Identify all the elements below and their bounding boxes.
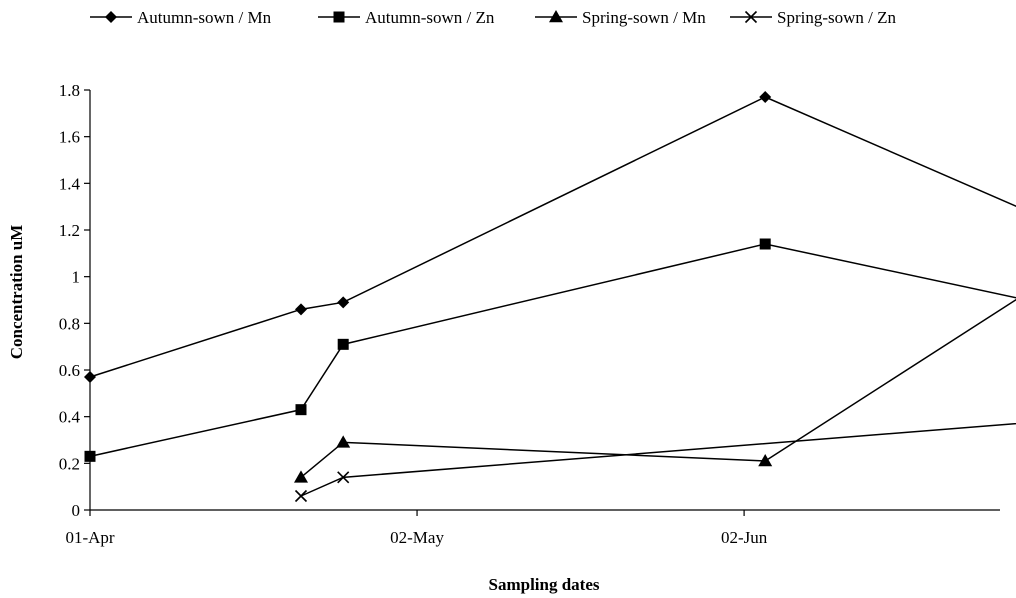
series-2 xyxy=(84,238,1016,462)
data-point xyxy=(294,470,308,483)
y-tick-label: 1.6 xyxy=(59,128,80,147)
legend-entry: Spring-sown / Zn xyxy=(730,8,897,27)
y-tick-label: 0.6 xyxy=(59,361,80,380)
legend-marker xyxy=(549,10,563,23)
series-line xyxy=(300,422,1016,497)
data-point xyxy=(294,489,308,503)
y-tick-label: 0.2 xyxy=(59,454,80,473)
y-tick-label: 1.8 xyxy=(59,81,80,100)
y-tick-label: 1.2 xyxy=(59,221,80,240)
y-tick-label: 0.4 xyxy=(59,408,81,427)
legend-label: Autumn-sown / Zn xyxy=(365,8,495,27)
legend-entry: Autumn-sown / Mn xyxy=(90,8,272,27)
x-tick-label: 02-May xyxy=(390,528,444,547)
y-tick-label: 0 xyxy=(72,501,81,520)
data-point xyxy=(84,450,96,462)
legend-entry: Autumn-sown / Zn xyxy=(318,8,495,27)
data-point xyxy=(337,338,349,350)
series-1 xyxy=(84,91,1016,383)
legend-label: Autumn-sown / Mn xyxy=(137,8,272,27)
data-point xyxy=(759,238,771,250)
legend-marker xyxy=(744,10,758,24)
data-point xyxy=(759,91,772,103)
legend-entry: Spring-sown / Mn xyxy=(535,8,706,27)
data-point xyxy=(295,404,307,416)
series-line xyxy=(300,298,1016,478)
legend-marker xyxy=(333,11,345,23)
data-point xyxy=(295,303,307,316)
data-point xyxy=(337,471,350,484)
x-axis-title: Sampling dates xyxy=(489,575,600,594)
y-tick-label: 1.4 xyxy=(59,174,81,193)
legend-label: Spring-sown / Zn xyxy=(777,8,897,27)
y-tick-label: 1 xyxy=(72,268,81,287)
x-tick-label: 01-Apr xyxy=(65,528,114,547)
legend-label: Spring-sown / Mn xyxy=(582,8,706,27)
data-point xyxy=(336,435,351,448)
plot-area xyxy=(84,91,1016,503)
axes: 0 0.2 0.4 0.6 0.8 1 1.2 1.4 1.6 1.8 01-Apr 02-May 02… xyxy=(59,81,1000,547)
series-4 xyxy=(294,422,1016,503)
x-tick-label: 02-Jun xyxy=(721,528,768,547)
data-point xyxy=(337,296,350,309)
y-tick-label: 0.8 xyxy=(59,314,80,333)
series-3 xyxy=(294,298,1016,483)
series-line xyxy=(89,243,1016,458)
legend-marker xyxy=(105,11,117,23)
legend: Autumn-sown / Mn Autumn-sown / Zn Spring-s… xyxy=(90,8,897,27)
data-point xyxy=(84,371,96,383)
series-line xyxy=(89,96,1016,378)
y-axis-title: Concentration uM xyxy=(7,225,26,360)
data-point xyxy=(758,454,773,467)
